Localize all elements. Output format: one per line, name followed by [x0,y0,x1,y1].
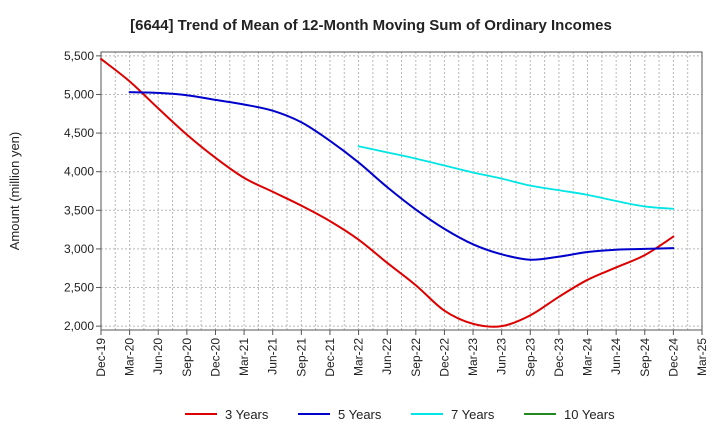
x-tick-label: Mar-20 [123,338,137,376]
x-tick-label: Sep-23 [523,338,537,377]
x-tick-label: Dec-19 [94,338,108,377]
x-tick-label: Jun-22 [380,338,394,375]
x-tick-label: Jun-24 [609,338,623,375]
plot-frame [100,51,703,331]
legend-label-10-years: 10 Years [564,407,615,422]
legend-label-3-years: 3 Years [225,407,269,422]
y-tick-label: 2,000 [64,319,94,333]
x-tick-label: Mar-21 [237,338,251,376]
y-tick-label: 3,500 [64,203,94,217]
series-line-7-years [357,145,675,210]
y-tick-label: 2,500 [64,281,94,295]
x-tick-label: Jun-23 [495,338,509,375]
axis-layer: 2,000 2,500 3,000 3,500 4,000 4,500 5,000 5,500… [64,49,709,377]
x-tick-label: Dec-20 [208,338,222,377]
series-line-5-years [128,91,675,261]
x-tick-label: Dec-22 [437,338,451,377]
series-line-3-years [100,57,675,328]
x-tick-label: Sep-20 [180,338,194,377]
x-tick-label: Jun-20 [151,338,165,375]
x-tick-label: Sep-21 [294,338,308,377]
y-axis-label: Amount (million yen) [7,132,22,251]
x-tick-label: Jun-21 [266,338,280,375]
grid-layer [101,52,702,330]
legend-label-7-years: 7 Years [451,407,495,422]
y-tick-label: 5,500 [64,49,94,63]
x-tick-label: Dec-24 [666,338,680,377]
legend-label-5-years: 5 Years [338,407,382,422]
x-tick-label: Mar-25 [695,338,709,376]
y-tick-label: 3,000 [64,242,94,256]
x-tick-label: Dec-21 [323,338,337,377]
chart-title: [6644] Trend of Mean of 12-Month Moving … [130,17,612,34]
y-tick-label: 4,000 [64,165,94,179]
legend: 3 Years 5 Years 7 Years 10 Years [185,407,615,422]
x-tick-label: Mar-23 [466,338,480,376]
series-layer [100,57,675,328]
x-tick-label: Mar-22 [352,338,366,376]
x-tick-label: Sep-24 [638,338,652,377]
x-tick-label: Dec-23 [552,338,566,377]
y-tick-label: 5,000 [64,87,94,101]
y-tick-label: 4,500 [64,126,94,140]
x-tick-label: Sep-22 [409,338,423,377]
x-tick-label: Mar-24 [581,338,595,376]
